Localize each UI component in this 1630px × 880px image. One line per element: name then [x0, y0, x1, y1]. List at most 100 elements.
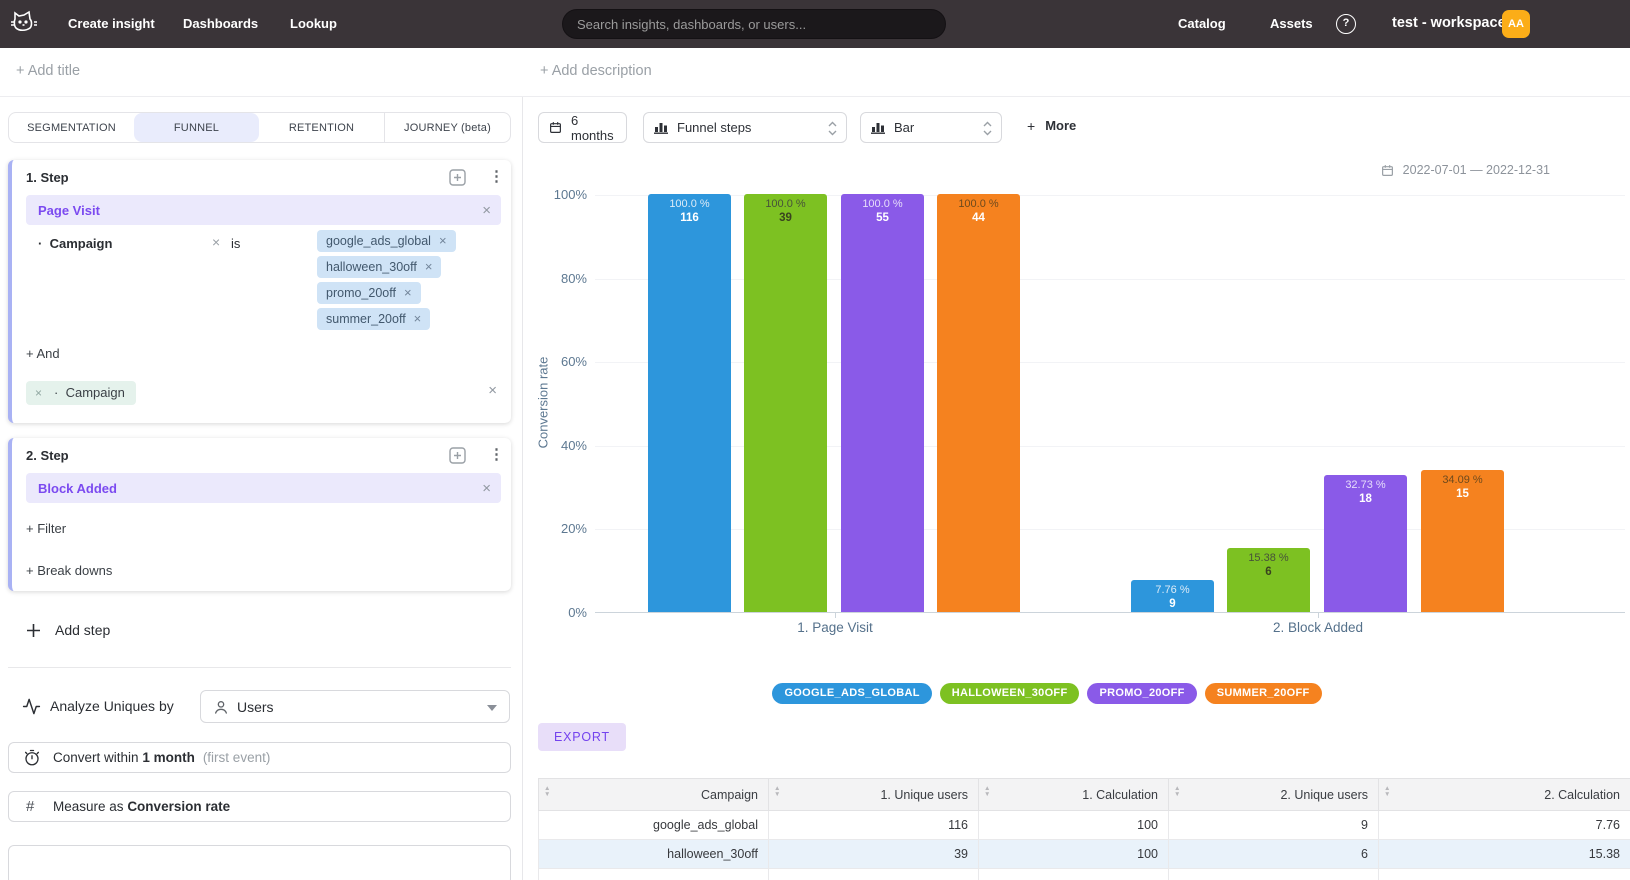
nav-create-insight[interactable]: Create insight: [68, 16, 155, 31]
bar-google_ads_global-step2[interactable]: 7.76 % 9: [1131, 580, 1214, 612]
sort-icon[interactable]: ▲ ▼: [1174, 785, 1181, 798]
step-1-breakdown-row-remove-icon[interactable]: ×: [488, 382, 497, 399]
bar-percent-label: 100.0 %: [765, 198, 806, 210]
chip-remove-icon[interactable]: ×: [438, 233, 447, 248]
tab-retention[interactable]: RETENTION: [288, 121, 355, 134]
step-2-event-row[interactable]: Block Added ×: [26, 473, 501, 503]
bar-count-label: 15: [1456, 488, 1469, 500]
step-2-header: 2. Step: [26, 448, 69, 463]
y-tick-label: 100%: [553, 187, 587, 202]
step-2-add-filter-button[interactable]: + Filter: [26, 521, 67, 536]
nav-catalog[interactable]: Catalog: [1178, 16, 1226, 31]
sort-icon[interactable]: ▲ ▼: [544, 785, 551, 798]
chart-type-select[interactable]: Bar: [860, 112, 1002, 143]
step-1-event-row[interactable]: Page Visit ×: [26, 195, 501, 225]
table-header-1-calculation[interactable]: ▲ ▼ 1. Calculation: [978, 778, 1169, 811]
sort-icon[interactable]: ▲ ▼: [984, 785, 991, 798]
measure-prefix: Measure as: [53, 799, 124, 814]
bullet: ·: [38, 236, 43, 251]
calendar-icon: [1381, 164, 1393, 176]
step-2-add-breakdowns-button[interactable]: + Break downs: [26, 563, 113, 578]
bar-promo_20off-step2[interactable]: 32.73 % 18: [1324, 475, 1407, 612]
bar-summer_20off-step2[interactable]: 34.09 % 15: [1421, 470, 1504, 612]
y-tick-label: 40%: [560, 438, 587, 453]
hash-icon: #: [26, 798, 35, 815]
user-avatar[interactable]: AA: [1502, 10, 1530, 38]
step-2-menu-icon[interactable]: ⋮: [489, 446, 504, 463]
table-header-2-unique-users[interactable]: ▲ ▼ 2. Unique users: [1168, 778, 1379, 811]
app-logo-cat-icon[interactable]: [10, 9, 38, 39]
tab-segmentation[interactable]: SEGMENTATION: [27, 121, 116, 134]
chip-remove-icon[interactable]: ×: [403, 285, 412, 300]
workspace-name[interactable]: test - workspace: [1392, 15, 1506, 31]
date-range-button[interactable]: 6 months: [538, 112, 627, 143]
analyze-entity-select[interactable]: Users: [200, 690, 510, 723]
measure-as-control[interactable]: # Measure as Conversion rate: [8, 791, 511, 822]
bottom-partial-control[interactable]: [8, 845, 511, 880]
filter-value-chip[interactable]: promo_20off ×: [317, 282, 421, 304]
chip-remove-icon[interactable]: ×: [424, 259, 433, 274]
add-title-button[interactable]: + Add title: [16, 63, 81, 79]
chip-label: promo_20off: [326, 286, 396, 300]
step-2-event-name: Block Added: [38, 481, 117, 496]
nav-dashboards[interactable]: Dashboards: [183, 16, 259, 31]
filter-value-chip[interactable]: summer_20off ×: [317, 308, 431, 330]
table-header-2-calculation[interactable]: ▲ ▼ 2. Calculation: [1378, 778, 1630, 811]
filter-value-chip[interactable]: google_ads_global ×: [317, 230, 456, 252]
plot-area: 100% 80% 60% 40% 20% 0% 100.0 % 116 100.0 % 39 100…: [554, 187, 1625, 620]
convert-within-control[interactable]: Convert within 1 month (first event): [8, 742, 511, 773]
step-1-add-icon[interactable]: [449, 169, 466, 186]
chip-label: google_ads_global: [326, 234, 431, 248]
step-1-menu-icon[interactable]: ⋮: [489, 168, 504, 185]
bar-google_ads_global-step1[interactable]: 100.0 % 116: [648, 194, 731, 612]
bar-percent-label: 7.76 %: [1155, 584, 1190, 596]
chevron-down-icon: [487, 705, 497, 711]
step-1-filter-property[interactable]: · Campaign: [38, 236, 112, 251]
nav-assets[interactable]: Assets: [1270, 16, 1313, 31]
measure-value: Conversion rate: [127, 799, 231, 814]
bar-percent-label: 32.73 %: [1345, 479, 1386, 491]
chart-date-range[interactable]: 2022-07-01 — 2022-12-31: [1381, 163, 1550, 177]
breakdown-property-label: Campaign: [65, 385, 125, 400]
analyze-uniques-row: Analyze Uniques by Users: [0, 690, 522, 723]
export-button[interactable]: EXPORT: [538, 723, 626, 751]
legend-pill-google_ads_global[interactable]: GOOGLE_ADS_GLOBAL: [772, 683, 932, 704]
funnel-step-2-card: 2. Step ⋮ Block Added × + Filter + Break…: [8, 438, 511, 591]
sort-icon[interactable]: ▲ ▼: [1384, 785, 1391, 798]
step-1-add-and-button[interactable]: + And: [26, 346, 60, 361]
step-1-event-remove-icon[interactable]: ×: [482, 202, 491, 219]
bar-summer_20off-step1[interactable]: 100.0 % 44: [937, 194, 1020, 612]
bar-halloween_30off-step1[interactable]: 100.0 % 39: [744, 194, 827, 612]
step-2-add-icon[interactable]: [449, 447, 466, 464]
add-description-button[interactable]: + Add description: [540, 63, 652, 79]
step-1-breakdown-chip[interactable]: × · Campaign: [26, 381, 136, 405]
x-axis-label: 2. Block Added: [1272, 620, 1364, 635]
more-button[interactable]: + More: [1027, 118, 1076, 134]
nav-lookup[interactable]: Lookup: [290, 16, 337, 31]
bar-promo_20off-step1[interactable]: 100.0 % 55: [841, 194, 924, 612]
bullet: ·: [54, 385, 59, 400]
sort-icon[interactable]: ▲ ▼: [774, 785, 781, 798]
legend-pill-halloween_30off[interactable]: HALLOWEEN_30OFF: [939, 683, 1080, 704]
bar-percent-label: 15.38 %: [1248, 552, 1289, 564]
updown-chevrons-icon: [828, 121, 837, 136]
add-step-button[interactable]: Add step: [26, 622, 110, 638]
step-1-filter-remove-icon[interactable]: ×: [212, 234, 221, 250]
user-icon: [213, 699, 229, 715]
table-header-campaign[interactable]: ▲ ▼ Campaign: [538, 778, 769, 811]
tab-journey[interactable]: JOURNEY (beta): [384, 113, 510, 142]
legend-pill-promo_20off[interactable]: PROMO_20OFF: [1087, 683, 1197, 704]
step-2-event-remove-icon[interactable]: ×: [482, 480, 491, 497]
legend-pill-summer_20off[interactable]: SUMMER_20OFF: [1204, 683, 1322, 704]
breakdown-remove-icon[interactable]: ×: [35, 386, 43, 400]
tab-funnel[interactable]: FUNNEL: [134, 113, 259, 142]
table-header-1-unique-users[interactable]: ▲ ▼ 1. Unique users: [768, 778, 979, 811]
step-1-filter-operator[interactable]: is: [231, 236, 241, 251]
filter-value-chip[interactable]: halloween_30off ×: [317, 256, 442, 278]
table-cell: [1378, 868, 1630, 880]
view-select[interactable]: Funnel steps: [643, 112, 847, 143]
chip-remove-icon[interactable]: ×: [413, 311, 422, 326]
search-input[interactable]: [562, 9, 946, 39]
bar-halloween_30off-step2[interactable]: 15.38 % 6: [1227, 548, 1310, 612]
help-icon[interactable]: ?: [1336, 14, 1356, 34]
